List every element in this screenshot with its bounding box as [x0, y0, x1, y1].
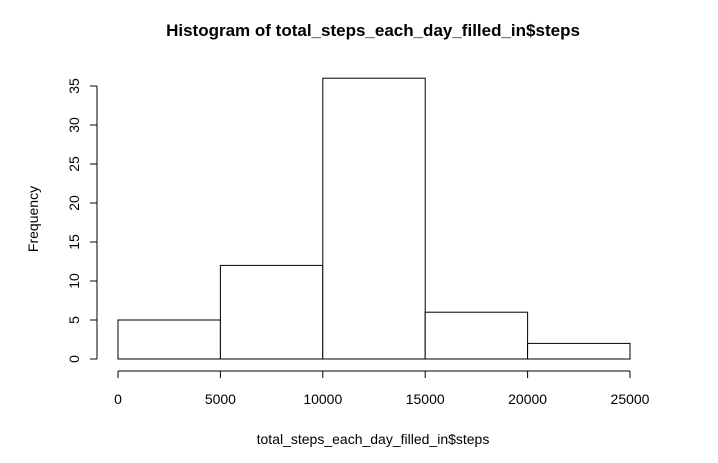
x-tick-label: 20000: [508, 391, 547, 407]
x-axis-label: total_steps_each_day_filled_in$steps: [257, 431, 490, 447]
x-tick-label: 10000: [303, 391, 342, 407]
histogram-bar: [424, 311, 529, 360]
y-axis-label: Frequency: [25, 186, 41, 252]
y-tick-label: 35: [66, 78, 82, 94]
histogram-bar: [322, 77, 426, 360]
histogram-bar: [219, 264, 324, 360]
y-axis: 0 5 10 15 20 25 30 35: [66, 78, 98, 363]
y-tick-label: 25: [66, 156, 82, 172]
x-tick-label: 0: [114, 391, 122, 407]
x-axis: 0 5000 10000 15000 20000 25000: [114, 370, 650, 407]
y-tick-label: 20: [66, 195, 82, 211]
y-tick-label: 0: [66, 355, 82, 363]
chart-title: Histogram of total_steps_each_day_filled…: [166, 21, 580, 40]
x-tick-label: 15000: [406, 391, 445, 407]
bars-group: [117, 77, 631, 360]
x-tick-label: 5000: [205, 391, 236, 407]
y-tick-label: 10: [66, 273, 82, 289]
histogram-bar: [117, 319, 221, 360]
y-tick-label: 15: [66, 234, 82, 250]
x-tick-label: 25000: [611, 391, 650, 407]
y-tick-label: 30: [66, 117, 82, 133]
histogram-bar: [527, 342, 631, 360]
y-tick-label: 5: [66, 316, 82, 324]
